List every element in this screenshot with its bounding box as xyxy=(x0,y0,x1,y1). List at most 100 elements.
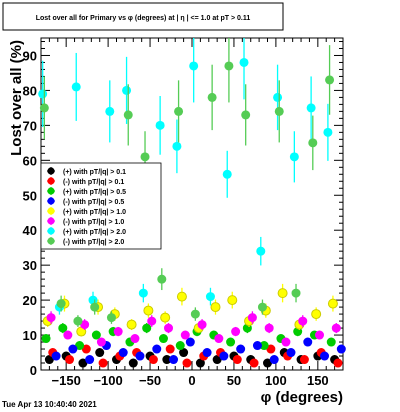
legend-label: (-) with pT/|q| > 0.5 xyxy=(63,199,124,206)
legend-marker xyxy=(47,227,55,235)
data-point xyxy=(46,313,56,323)
data-point xyxy=(252,341,262,351)
series-4 xyxy=(42,283,338,337)
data-point xyxy=(327,298,338,309)
data-point xyxy=(73,316,83,326)
data-point xyxy=(236,344,246,354)
legend-marker xyxy=(47,167,55,175)
data-point xyxy=(81,344,91,354)
data-point xyxy=(169,355,179,365)
data-point xyxy=(182,358,192,368)
data-point xyxy=(106,313,116,323)
data-point xyxy=(148,355,158,365)
legend-item: (+) with pT/|q| > 1.0 xyxy=(47,207,126,216)
y-tick-label: 0 xyxy=(30,363,37,378)
legend-marker xyxy=(47,237,55,245)
data-point xyxy=(214,334,224,344)
data-point xyxy=(249,358,259,368)
data-point xyxy=(68,344,78,354)
data-point xyxy=(299,355,309,365)
data-point xyxy=(135,351,145,361)
data-point xyxy=(315,330,325,340)
legend-item: (+) with pT/|q| > 0.1 xyxy=(47,167,126,176)
x-axis-title: φ (degrees) xyxy=(261,389,343,406)
y-tick-label: 70 xyxy=(23,118,37,133)
legend-item: (-) with pT/|q| > 0.5 xyxy=(47,197,124,206)
x-tick-label: −100 xyxy=(93,373,122,388)
legend-label: (+) with pT/|q| > 0.1 xyxy=(63,169,126,176)
data-point xyxy=(152,344,162,354)
data-point xyxy=(202,348,212,358)
data-point xyxy=(222,169,232,179)
x-tick-label: −50 xyxy=(139,373,161,388)
data-point xyxy=(263,358,272,368)
x-tick-label: −150 xyxy=(52,373,81,388)
data-point xyxy=(205,292,215,302)
data-point xyxy=(298,316,308,326)
data-point xyxy=(157,274,167,284)
legend-item: (+) with pT/|q| > 0.5 xyxy=(47,187,126,196)
series-1 xyxy=(48,344,343,368)
legend: (+) with pT/|q| > 0.1 (-) with pT/|q| > 0… xyxy=(40,162,162,250)
data-point xyxy=(95,348,105,358)
legend-item: (-) with pT/|q| > 1.0 xyxy=(47,217,124,226)
data-point xyxy=(291,288,301,298)
y-tick-label: 90 xyxy=(23,48,37,63)
data-point xyxy=(162,355,172,365)
y-tick-label: 40 xyxy=(23,223,37,238)
data-point xyxy=(190,309,200,319)
data-point xyxy=(80,320,90,330)
data-point xyxy=(323,127,333,137)
data-point xyxy=(58,323,68,333)
data-point xyxy=(51,351,61,361)
legend-label: (-) with pT/|q| > 1.0 xyxy=(63,219,124,226)
title-box xyxy=(2,2,284,31)
legend-label: (+) with pT/|q| > 0.5 xyxy=(63,189,126,196)
data-point xyxy=(286,348,296,358)
data-point xyxy=(91,330,101,340)
data-point xyxy=(113,327,123,337)
data-point xyxy=(155,120,165,130)
data-point xyxy=(128,358,138,368)
data-point xyxy=(207,92,217,102)
data-point xyxy=(281,337,291,347)
data-point xyxy=(219,351,229,361)
data-point xyxy=(185,337,195,347)
data-point xyxy=(320,351,330,361)
x-tick-label: 150 xyxy=(307,373,329,388)
legend-label: (-) with pT/|q| > 0.1 xyxy=(63,179,124,186)
data-point xyxy=(303,337,313,347)
data-point xyxy=(143,305,154,316)
data-point xyxy=(142,323,152,333)
legend-marker xyxy=(47,207,55,215)
y-tick-label: 20 xyxy=(23,293,37,308)
data-point xyxy=(65,355,75,365)
data-point xyxy=(123,110,133,120)
data-point xyxy=(257,302,267,312)
data-point xyxy=(210,302,221,313)
data-point xyxy=(172,141,182,151)
data-point xyxy=(179,348,189,358)
y-tick-label: 10 xyxy=(23,328,37,343)
data-point xyxy=(195,358,205,368)
x-tick-label: 0 xyxy=(188,373,195,388)
data-point xyxy=(78,358,88,368)
legend-marker xyxy=(47,197,55,205)
data-point xyxy=(274,106,284,116)
data-point xyxy=(224,61,234,71)
series-5 xyxy=(46,311,341,347)
data-point xyxy=(158,334,168,344)
data-point xyxy=(325,75,335,85)
data-point xyxy=(273,92,283,102)
legend-marker xyxy=(47,217,55,225)
data-point xyxy=(259,341,269,351)
data-point xyxy=(44,355,54,365)
series-3 xyxy=(51,337,346,365)
legend-box xyxy=(40,162,162,250)
data-point xyxy=(96,337,106,347)
data-point xyxy=(122,85,132,95)
timestamp: Tue Apr 13 10:40:40 2021 xyxy=(2,400,97,409)
data-point xyxy=(189,61,199,71)
data-point xyxy=(266,344,276,354)
